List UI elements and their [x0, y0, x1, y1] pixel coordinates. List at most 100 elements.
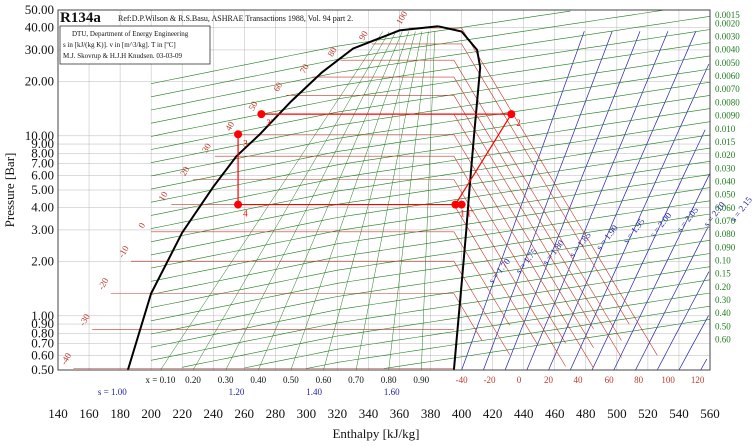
y-tick-label: 8.00	[31, 145, 54, 160]
isotherm-label: -40	[59, 351, 74, 367]
x-tick-label: 560	[700, 406, 720, 421]
cycle-state-label: 1'	[467, 209, 474, 219]
cycle-state-marker	[234, 130, 243, 139]
isotherm-line	[340, 59, 622, 341]
isotherm-line	[261, 113, 594, 349]
bottom-temperature-label: 0	[517, 375, 522, 385]
isochore-line	[151, 108, 711, 203]
isotherm-label: 60	[271, 80, 284, 93]
quality-label: 0.80	[381, 375, 397, 385]
bottom-temperature-label: 120	[691, 375, 705, 385]
isochore-label: 0.0030	[715, 32, 740, 42]
isochore-line	[244, 292, 711, 369]
y-tick-label: 5.00	[31, 182, 54, 197]
isotherm-line	[151, 231, 510, 326]
isentrope-line	[700, 358, 708, 371]
info-line-3: M.J. Skovrup & H.J.H Knudsen. 03-03-09	[63, 52, 183, 60]
y-tick-label: 0.50	[31, 362, 54, 377]
bottom-temperature-label: 80	[634, 375, 644, 385]
y-tick-label: 6.00	[31, 168, 54, 183]
isochore-line	[151, 187, 711, 282]
x-tick-label: 260	[235, 406, 255, 421]
quality-label: 0.90	[413, 375, 429, 385]
x-tick-label: 160	[79, 406, 99, 421]
isentrope-line	[504, 31, 641, 371]
quality-line	[192, 31, 390, 371]
isochore-label: 0.0015	[715, 10, 740, 20]
isochore-line	[151, 16, 711, 111]
axis-ticks: 140 160 180 200 220 240 260 280 300 320 340 360 380 4…	[25, 2, 720, 421]
cycle-state-marker	[457, 200, 466, 209]
y-tick-label: 10.00	[25, 128, 54, 143]
plot-frame	[57, 9, 711, 371]
isentrope-line	[656, 271, 710, 371]
isochore-label: 0.030	[715, 163, 736, 173]
isochore-label: 0.50	[715, 321, 731, 331]
isochore-line	[151, 55, 711, 150]
isochore-label: 0.10	[715, 256, 731, 266]
y-tick-label: 0.80	[31, 325, 54, 340]
isochore-line	[151, 9, 664, 98]
info-box	[59, 25, 211, 65]
y-tick-label: 7.00	[31, 156, 54, 171]
isochore-label: 0.40	[715, 308, 731, 318]
isochore-line	[151, 174, 711, 269]
y-tick-label: 3.00	[31, 222, 54, 237]
quality-label: 0.30	[218, 375, 234, 385]
isochore-label: 0.20	[715, 282, 731, 292]
isochore-line	[151, 161, 711, 256]
isotherm-line	[238, 134, 594, 369]
quality-label: 0.70	[348, 375, 364, 385]
entropy-axis-label: 1.20	[229, 387, 245, 397]
y-tick-label: 30.00	[25, 42, 54, 57]
cycle-state-label: 3'	[266, 118, 273, 128]
quality-label: 0.40	[250, 375, 266, 385]
y-tick-label: 2.00	[31, 254, 54, 269]
quality-line	[323, 31, 416, 371]
x-tick-label: 340	[359, 406, 379, 421]
y-tick-label: 9.00	[31, 136, 54, 151]
y-tick-label: 0.90	[31, 316, 54, 331]
isotherm-label: -20	[96, 276, 111, 292]
isotherm-label: 100	[394, 9, 410, 26]
isochore-line	[151, 42, 711, 137]
isentrope-line	[569, 63, 710, 371]
entropy-axis-label: 1.60	[384, 387, 400, 397]
isochore-line	[151, 121, 711, 216]
x-tick-label: 360	[390, 406, 410, 421]
x-tick-label: 240	[203, 406, 223, 421]
quality-line	[290, 31, 410, 371]
isochore-label: 0.090	[715, 242, 736, 252]
isochore-label: 0.040	[715, 176, 736, 186]
isochore-label: 0.30	[715, 295, 731, 305]
isentrope-line	[613, 173, 711, 371]
isochore-label: 0.080	[715, 229, 736, 239]
quality-line	[225, 31, 397, 371]
isochore-label: 0.0050	[715, 58, 740, 68]
bottom-temperature-label: 100	[661, 375, 675, 385]
isochore-line	[151, 147, 711, 243]
isotherm-label: 50	[246, 99, 259, 112]
info-line-2: s in [kJ/(kg K)]. v in [m^3/kg]. T in [º…	[63, 41, 176, 49]
isochore-line	[306, 305, 711, 369]
isochore-line	[151, 253, 711, 348]
x-axis-label: Enthalpy [kJ/kg]	[332, 426, 419, 441]
isotherm-label: -10	[116, 243, 131, 259]
cycle-state-marker	[257, 110, 266, 119]
isochore-line	[151, 134, 711, 229]
isentrope-label: s = 1.95	[621, 216, 647, 245]
cycle-state-label: 3	[243, 138, 248, 148]
refrigeration-cycle: 1 1' 2 3 3' 4	[234, 110, 521, 219]
x-tick-label: 400	[452, 406, 472, 421]
isochore-label: 0.0070	[715, 84, 740, 94]
isochore-line	[151, 200, 711, 295]
quality-line	[388, 31, 429, 371]
x-tick-label: 480	[576, 406, 596, 421]
isochore-label: 0.15	[715, 269, 731, 279]
x-tick-label: 500	[607, 406, 627, 421]
isotherm-line	[312, 76, 622, 358]
quality-label: x = 0.10	[146, 375, 176, 385]
bottom-temperature-label: -20	[484, 375, 496, 385]
